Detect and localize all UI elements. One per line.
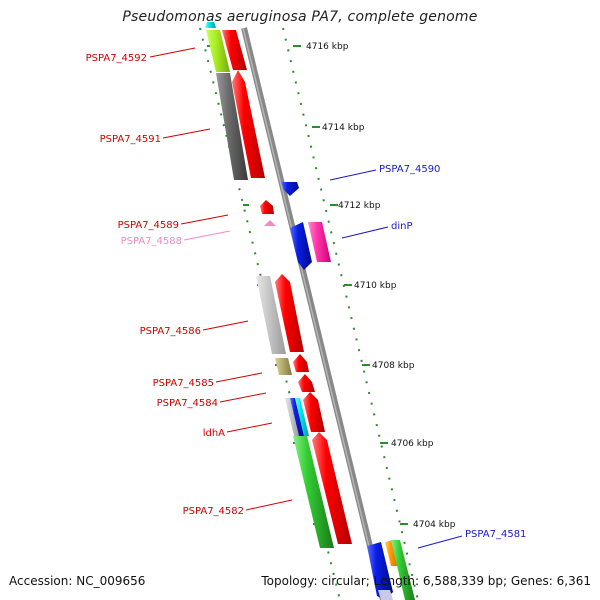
gene-label-PSPA7_4584[interactable]: PSPA7_4584 (157, 398, 218, 409)
gene-dinP[interactable] (290, 222, 312, 270)
genome-backbone (241, 27, 386, 600)
gene-green-bottom[interactable] (391, 540, 415, 600)
gene-red-4586[interactable] (275, 274, 304, 352)
accession-text: Accession: NC_009656 (9, 574, 146, 588)
gene-ldhA-blue[interactable] (290, 398, 304, 436)
leader-line (245, 499, 293, 511)
gene-lightgray-bottom[interactable] (378, 590, 393, 600)
gene-PSPA7_4591[interactable] (216, 73, 248, 180)
gene-label-PSPA7_4582[interactable]: PSPA7_4582 (183, 506, 244, 517)
gene-red-4582[interactable] (312, 432, 352, 544)
gene-label-ldhA[interactable]: ldhA (203, 428, 225, 439)
gene-PSPA7_4582[interactable] (293, 436, 334, 548)
gene-label-dinP[interactable]: dinP (391, 221, 413, 232)
genome-backbone-highlight (242, 27, 383, 600)
leader-line (417, 535, 463, 549)
leader-line (219, 392, 267, 403)
gene-label-PSPA7_4589[interactable]: PSPA7_4589 (118, 220, 179, 231)
gene-PSPA7_4590[interactable] (281, 182, 299, 196)
gene-PSPA7_4588[interactable] (264, 220, 276, 226)
gene-magenta[interactable] (308, 222, 331, 262)
gene-PSPA7_4581[interactable] (367, 542, 393, 600)
scale-label: 4706 kbp (391, 439, 434, 449)
gene-orange[interactable] (385, 540, 399, 566)
gene-label-PSPA7_4591[interactable]: PSPA7_4591 (100, 134, 161, 145)
gene-PSPA7_4586[interactable] (256, 276, 286, 354)
gene-label-PSPA7_4581[interactable]: PSPA7_4581 (465, 529, 526, 540)
gene-ldhA-gray[interactable] (285, 398, 299, 436)
leader-line (215, 372, 263, 383)
leader-line (202, 320, 249, 331)
scale-label: 4708 kbp (372, 361, 415, 371)
leader-line (149, 47, 196, 58)
gene-PSPA7_4585[interactable] (275, 358, 292, 375)
scale-label: 4712 kbp (338, 201, 381, 211)
leader-line (183, 230, 231, 241)
scale-label: 4716 kbp (306, 42, 349, 52)
genome-summary-text: Topology: circular; Length: 6,588,339 bp… (261, 574, 591, 588)
gene-PSPA7_4592[interactable] (206, 30, 230, 72)
right-outer-guide (282, 27, 419, 600)
gene-red-4585[interactable] (293, 354, 309, 372)
gene-ldhA-cyan[interactable] (295, 398, 309, 436)
gene-ldhA[interactable] (303, 392, 325, 432)
gene-PSPA7_4584[interactable] (298, 374, 315, 392)
gene-red-top[interactable] (222, 30, 247, 70)
leader-line (341, 226, 389, 239)
gene-label-PSPA7_4585[interactable]: PSPA7_4585 (153, 378, 214, 389)
gene-label-PSPA7_4588[interactable]: PSPA7_4588 (121, 236, 182, 247)
leader-line (329, 169, 377, 181)
gene-label-PSPA7_4592[interactable]: PSPA7_4592 (86, 53, 147, 64)
gene-label-PSPA7_4590[interactable]: PSPA7_4590 (379, 164, 440, 175)
leader-line (162, 128, 211, 139)
gene-cyan-top[interactable] (205, 22, 216, 28)
gene-label-PSPA7_4586[interactable]: PSPA7_4586 (140, 326, 201, 337)
scale-label: 4710 kbp (354, 281, 397, 291)
map-title: Pseudomonas aeruginosa PA7, complete gen… (122, 9, 478, 25)
gene-red-4591[interactable] (232, 70, 265, 178)
gene-PSPA7_4589[interactable] (260, 200, 274, 214)
scale-label: 4704 kbp (413, 520, 456, 530)
leader-line (226, 422, 273, 433)
leader-line (180, 214, 229, 225)
scale-label: 4714 kbp (322, 123, 365, 133)
scale-ticks (293, 45, 408, 525)
